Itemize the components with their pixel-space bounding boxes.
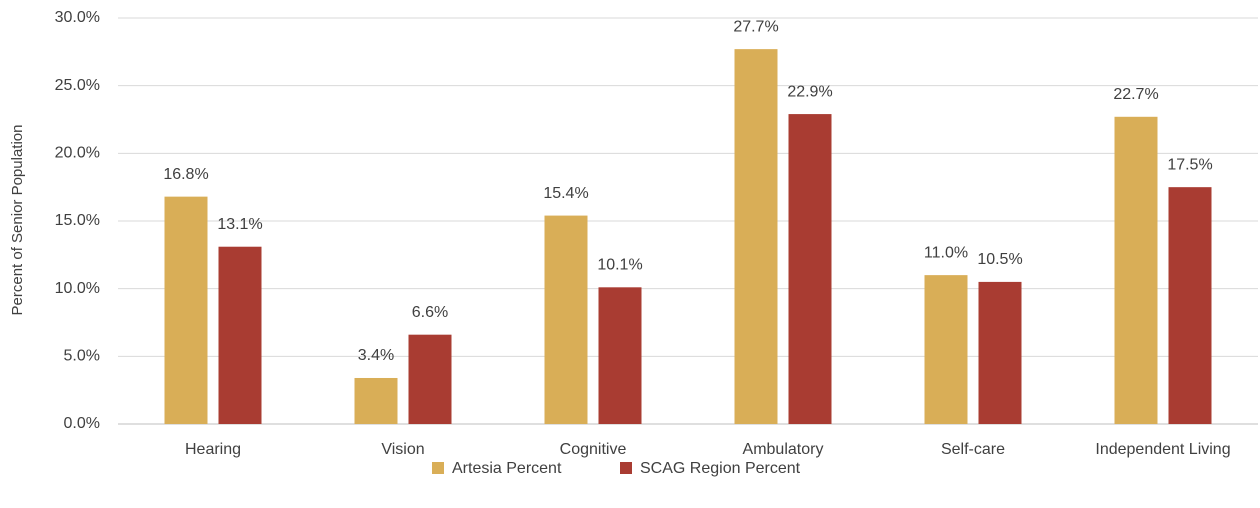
x-tick-label: Self-care	[941, 441, 1005, 458]
bar	[1114, 116, 1158, 424]
data-label: 6.6%	[412, 304, 448, 321]
bar	[788, 114, 832, 424]
y-tick-label: 5.0%	[64, 348, 100, 365]
y-tick-label: 0.0%	[64, 415, 100, 432]
y-tick-label: 30.0%	[55, 9, 100, 26]
x-tick-label: Independent Living	[1095, 441, 1230, 458]
legend-label: SCAG Region Percent	[640, 460, 801, 477]
y-tick-label: 10.0%	[55, 280, 100, 297]
x-tick-label: Vision	[381, 441, 424, 458]
x-tick-label: Hearing	[185, 441, 241, 458]
y-tick-label: 20.0%	[55, 145, 100, 162]
bar	[1168, 187, 1212, 424]
x-tick-label: Cognitive	[560, 441, 627, 458]
bar	[924, 275, 968, 424]
legend-swatch	[432, 462, 444, 474]
bar	[734, 49, 778, 424]
data-label: 16.8%	[163, 166, 208, 183]
bar	[978, 281, 1022, 424]
data-label: 22.7%	[1113, 86, 1158, 103]
y-tick-label: 25.0%	[55, 77, 100, 94]
data-label: 17.5%	[1167, 156, 1212, 173]
bar	[218, 246, 262, 424]
bar	[164, 196, 208, 424]
data-label: 3.4%	[358, 347, 394, 364]
bar	[598, 287, 642, 424]
y-tick-label: 15.0%	[55, 212, 100, 229]
data-label: 22.9%	[787, 83, 832, 100]
data-label: 10.5%	[977, 251, 1022, 268]
y-axis-label: Percent of Senior Population	[9, 125, 26, 316]
legend-label: Artesia Percent	[452, 460, 562, 477]
bar	[408, 334, 452, 424]
x-tick-label: Ambulatory	[743, 441, 824, 458]
data-label: 27.7%	[733, 18, 778, 35]
data-label: 15.4%	[543, 185, 588, 202]
data-label: 11.0%	[924, 244, 968, 261]
bar	[544, 215, 588, 424]
bar	[354, 377, 398, 424]
data-label: 10.1%	[597, 257, 642, 274]
legend-swatch	[620, 462, 632, 474]
data-label: 13.1%	[217, 216, 262, 233]
